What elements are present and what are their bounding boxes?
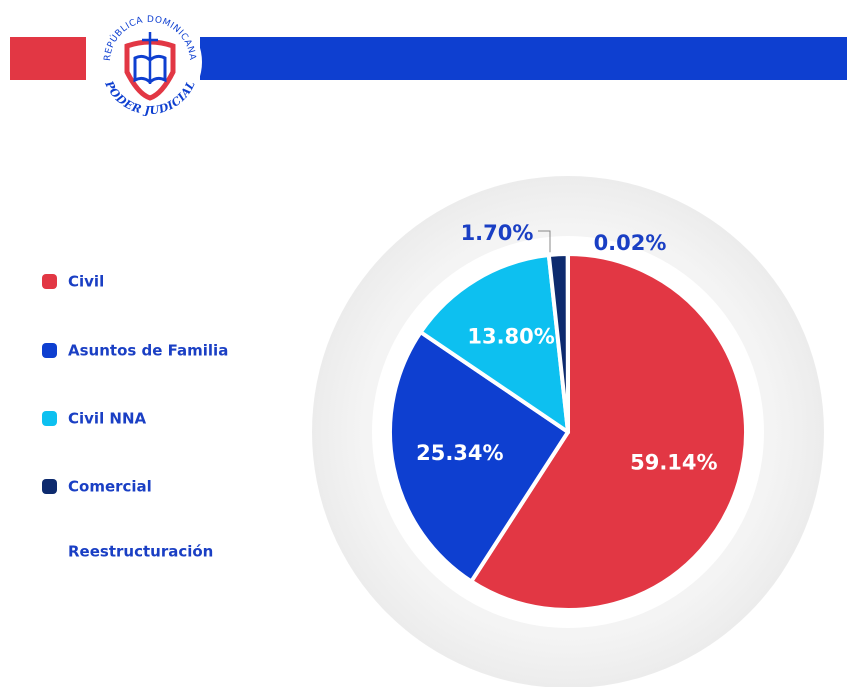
slice-label: 1.70% [461,221,534,245]
legend-swatch [42,343,57,358]
legend-label: Comercial [68,478,152,496]
legend-label: Civil NNA [68,410,147,428]
legend-label: Civil [68,273,104,291]
legend-swatch [42,411,57,426]
header-red-bar [10,37,86,80]
logo: REPÚBLICA DOMINICANA PODER JUDICIAL [98,10,202,117]
slice-label: 0.02% [594,231,667,255]
slice-label: 25.34% [416,441,503,465]
legend-swatch [42,544,57,559]
legend-label: Asuntos de Familia [68,342,228,360]
legend-swatch [42,479,57,494]
header-blue-bar [200,37,847,80]
legend-swatch [42,274,57,289]
slice-label: 13.80% [467,324,554,348]
slice-label: 59.14% [630,450,717,474]
legend-label: Reestructuración [68,543,213,561]
